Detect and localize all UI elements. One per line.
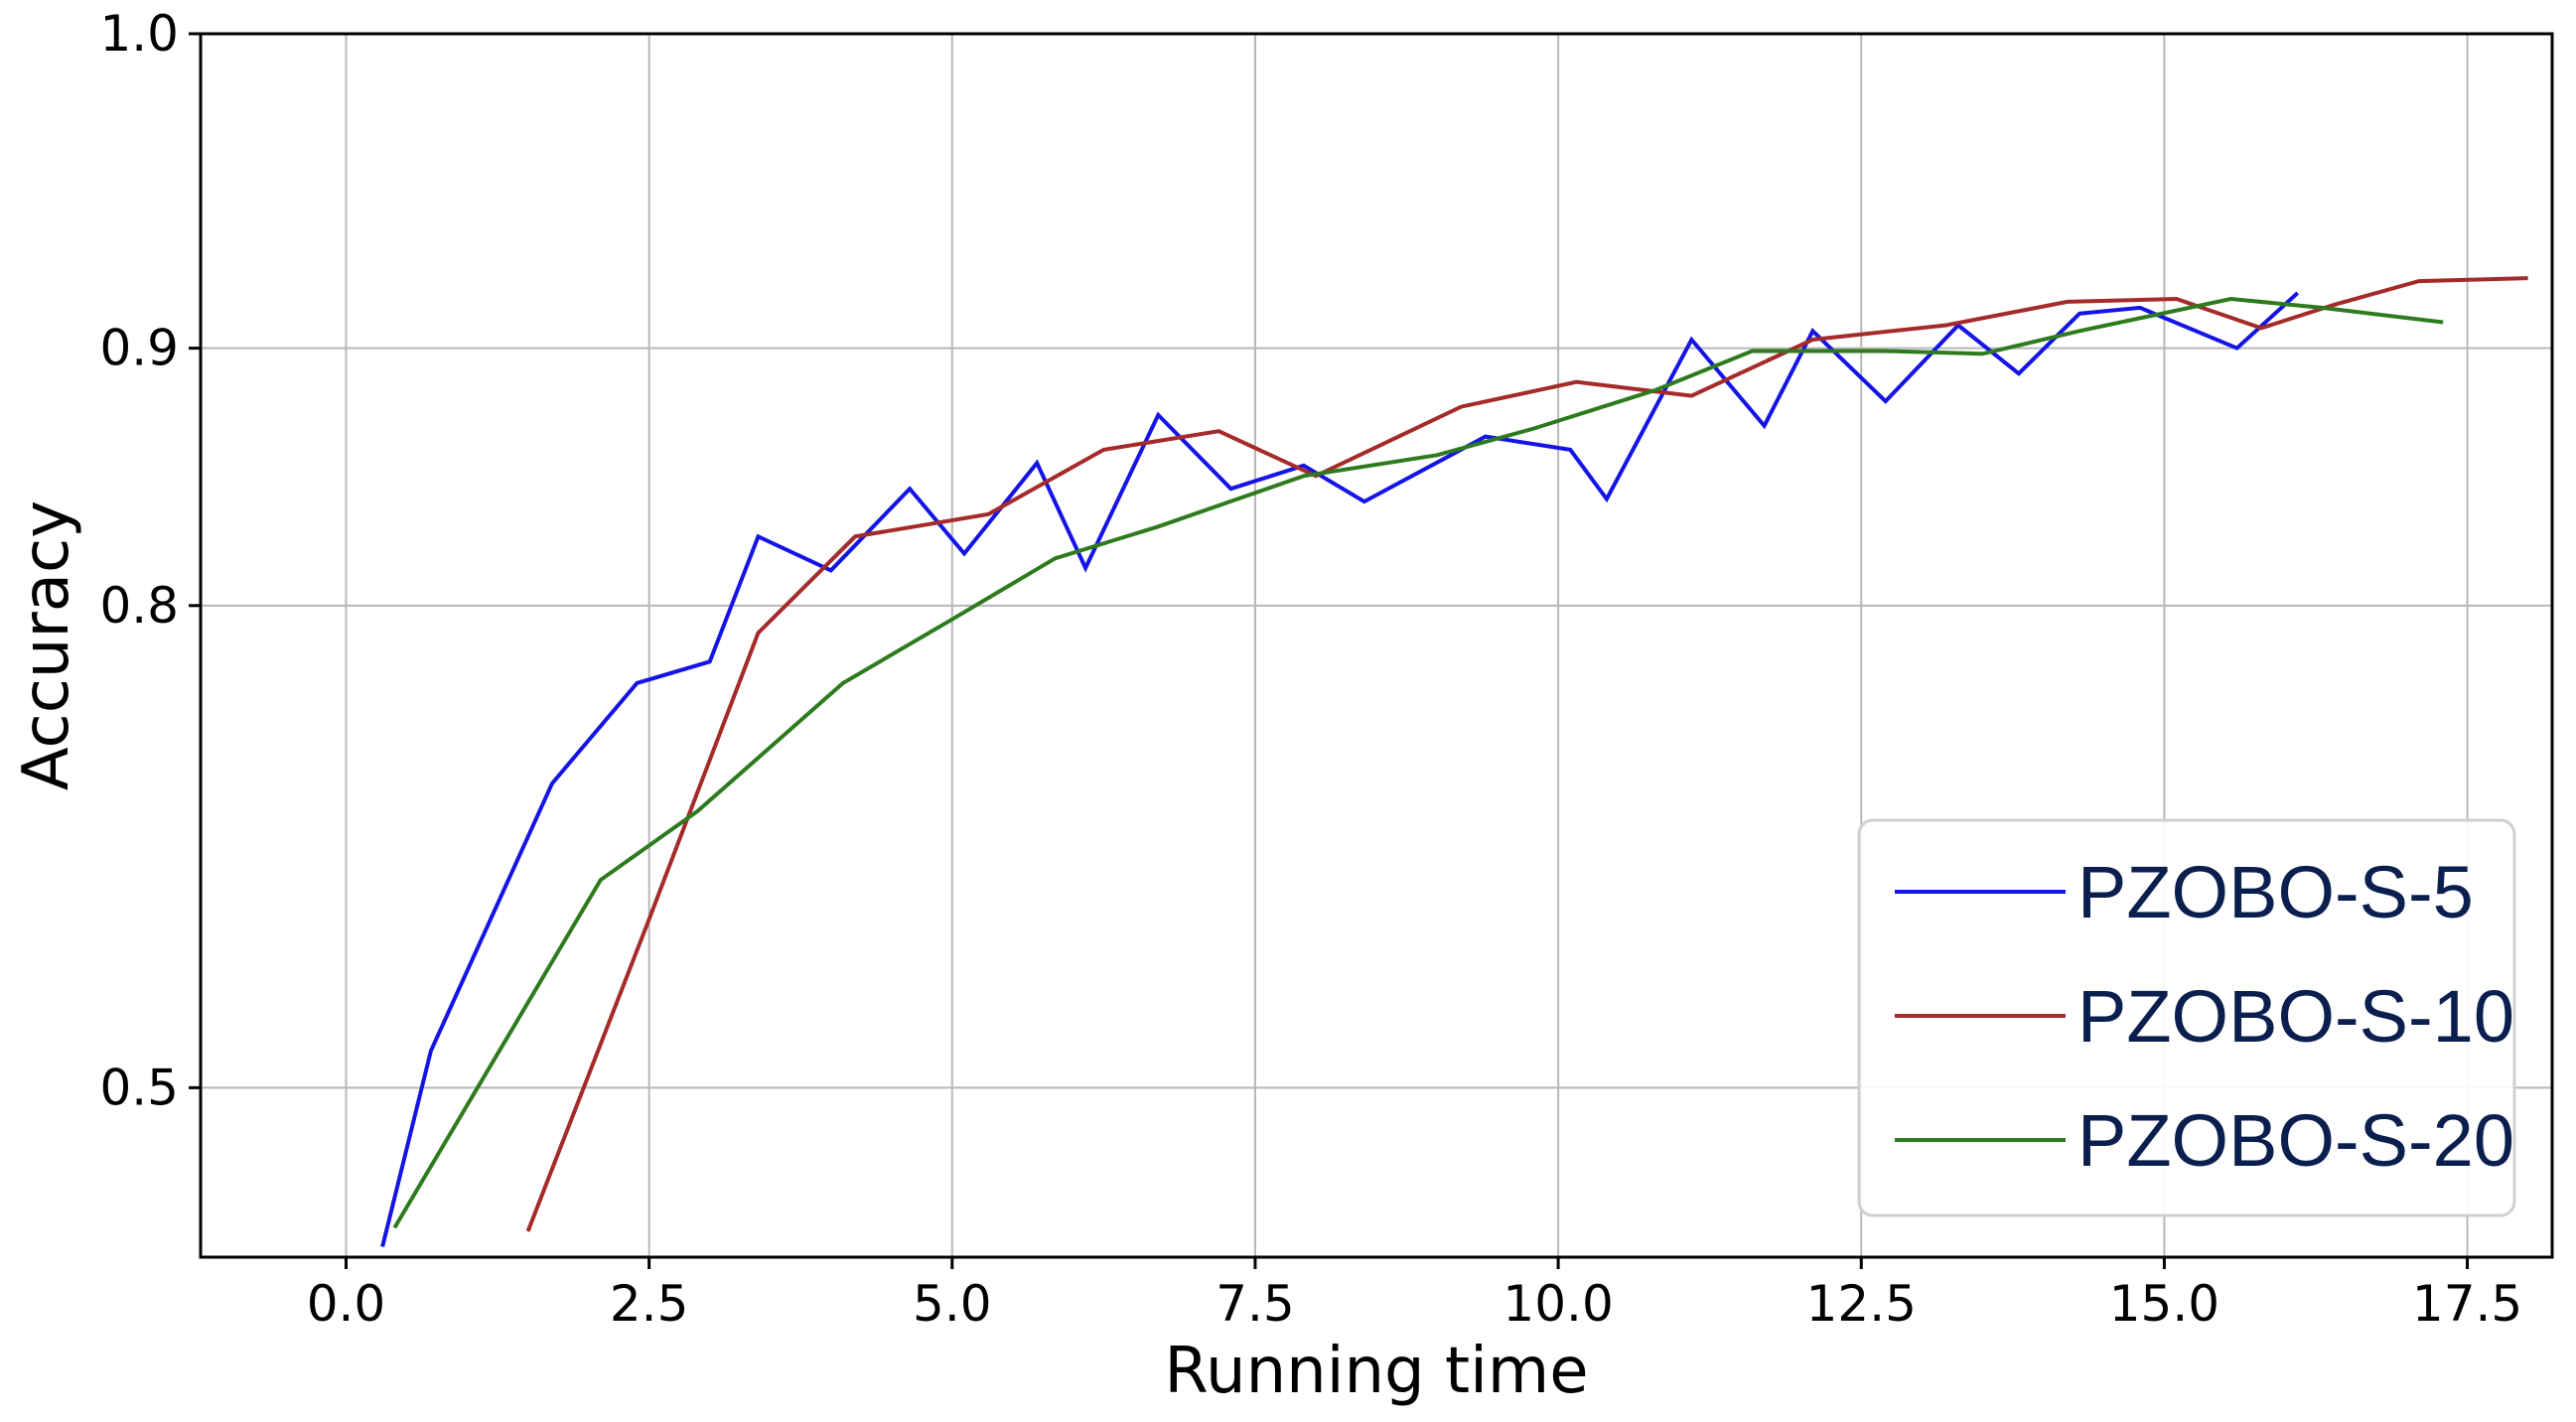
y-tick-label: 1.0 <box>99 5 179 63</box>
y-axis-label: Accuracy <box>10 500 83 790</box>
y-tick-label: 0.9 <box>99 320 179 377</box>
x-tick-label: 7.5 <box>1216 1275 1295 1333</box>
legend-label: PZOBO-S-20 <box>2077 1099 2514 1182</box>
legend-label: PZOBO-S-10 <box>2077 975 2514 1058</box>
legend-box <box>1857 818 2516 1217</box>
x-tick-label: 17.5 <box>2412 1275 2522 1333</box>
grid <box>201 33 2552 1257</box>
x-tick-label: 15.0 <box>2109 1275 2219 1333</box>
series-line-pzobo-s-20 <box>392 296 2444 1229</box>
y-tick-label: 0.8 <box>99 577 179 635</box>
series-lines <box>380 276 2528 1247</box>
x-tick-label: 12.5 <box>1806 1275 1917 1333</box>
series-line-pzobo-s-10 <box>525 276 2528 1232</box>
plot-frame <box>199 32 2554 1259</box>
legend-label: PZOBO-S-5 <box>2077 851 2474 933</box>
axis-ticks: 0.0 2.5 5.0 7.5 10.0 12.5 15.0 17.5 0.5 0.8 0.9 1.0 <box>99 5 2522 1333</box>
x-tick-label: 5.0 <box>913 1275 992 1333</box>
y-tick-label: 0.5 <box>99 1059 179 1116</box>
series-line-pzobo-s-5 <box>380 291 2300 1247</box>
x-tick-label: 2.5 <box>610 1275 689 1333</box>
x-tick-label: 0.0 <box>307 1275 386 1333</box>
x-axis-label: Running time <box>1164 1335 1588 1408</box>
x-tick-label: 10.0 <box>1503 1275 1613 1333</box>
legend: PZOBO-S-5 PZOBO-S-10 PZOBO-S-20 <box>1857 818 2516 1217</box>
